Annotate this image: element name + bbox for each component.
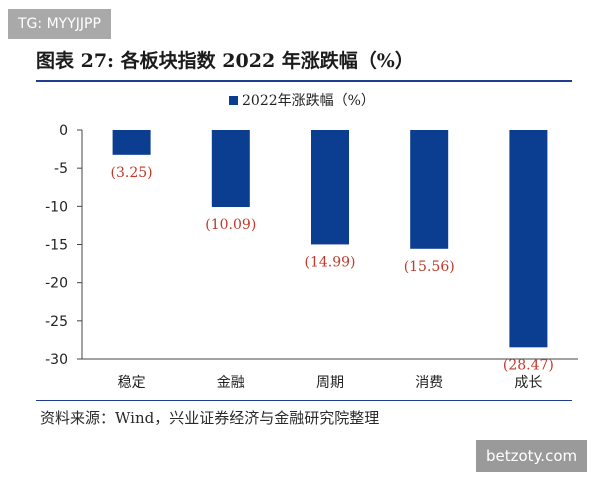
y-tick-label: -20 bbox=[45, 276, 68, 292]
y-tick-label: -30 bbox=[45, 352, 68, 368]
y-tick-label: -25 bbox=[45, 314, 68, 330]
watermark: betzoty.com bbox=[476, 440, 588, 472]
bar bbox=[112, 130, 151, 155]
legend-swatch bbox=[229, 96, 238, 105]
y-tick-label: -10 bbox=[45, 199, 68, 215]
bar bbox=[410, 130, 449, 249]
x-tick-label: 消费 bbox=[415, 375, 443, 391]
y-tick-label: -5 bbox=[54, 161, 68, 177]
y-tick-label: -15 bbox=[45, 238, 68, 254]
title-rule bbox=[36, 80, 572, 82]
x-tick-label: 周期 bbox=[316, 375, 344, 391]
bar bbox=[211, 130, 250, 208]
data-label: (3.25) bbox=[111, 165, 153, 181]
footer-rule bbox=[36, 400, 572, 401]
data-label: (10.09) bbox=[205, 217, 256, 233]
x-tick-label: 稳定 bbox=[118, 375, 146, 391]
x-tick-label: 金融 bbox=[217, 375, 245, 391]
bar bbox=[311, 130, 349, 245]
source-note: 资料来源：Wind，兴业证券经济与金融研究院整理 bbox=[40, 409, 380, 427]
data-label: (14.99) bbox=[304, 254, 355, 270]
y-tick-label: 0 bbox=[59, 123, 68, 139]
x-tick-label: 成长 bbox=[514, 375, 542, 391]
data-label: (15.56) bbox=[404, 259, 455, 275]
legend-label: 2022年涨跌幅（%） bbox=[242, 93, 375, 109]
tg-badge: TG: MYYJJPP bbox=[8, 9, 111, 39]
data-label: (28.47) bbox=[503, 357, 554, 373]
bar-chart: 2022年涨跌幅（%） 0 -5 -10 -15 -20 -25 -30 (3.25) 稳定 (10… bbox=[45, 93, 578, 391]
chart-title: 图表 27: 各板块指数 2022 年涨跌幅（%） bbox=[36, 50, 414, 72]
bar bbox=[509, 130, 548, 348]
